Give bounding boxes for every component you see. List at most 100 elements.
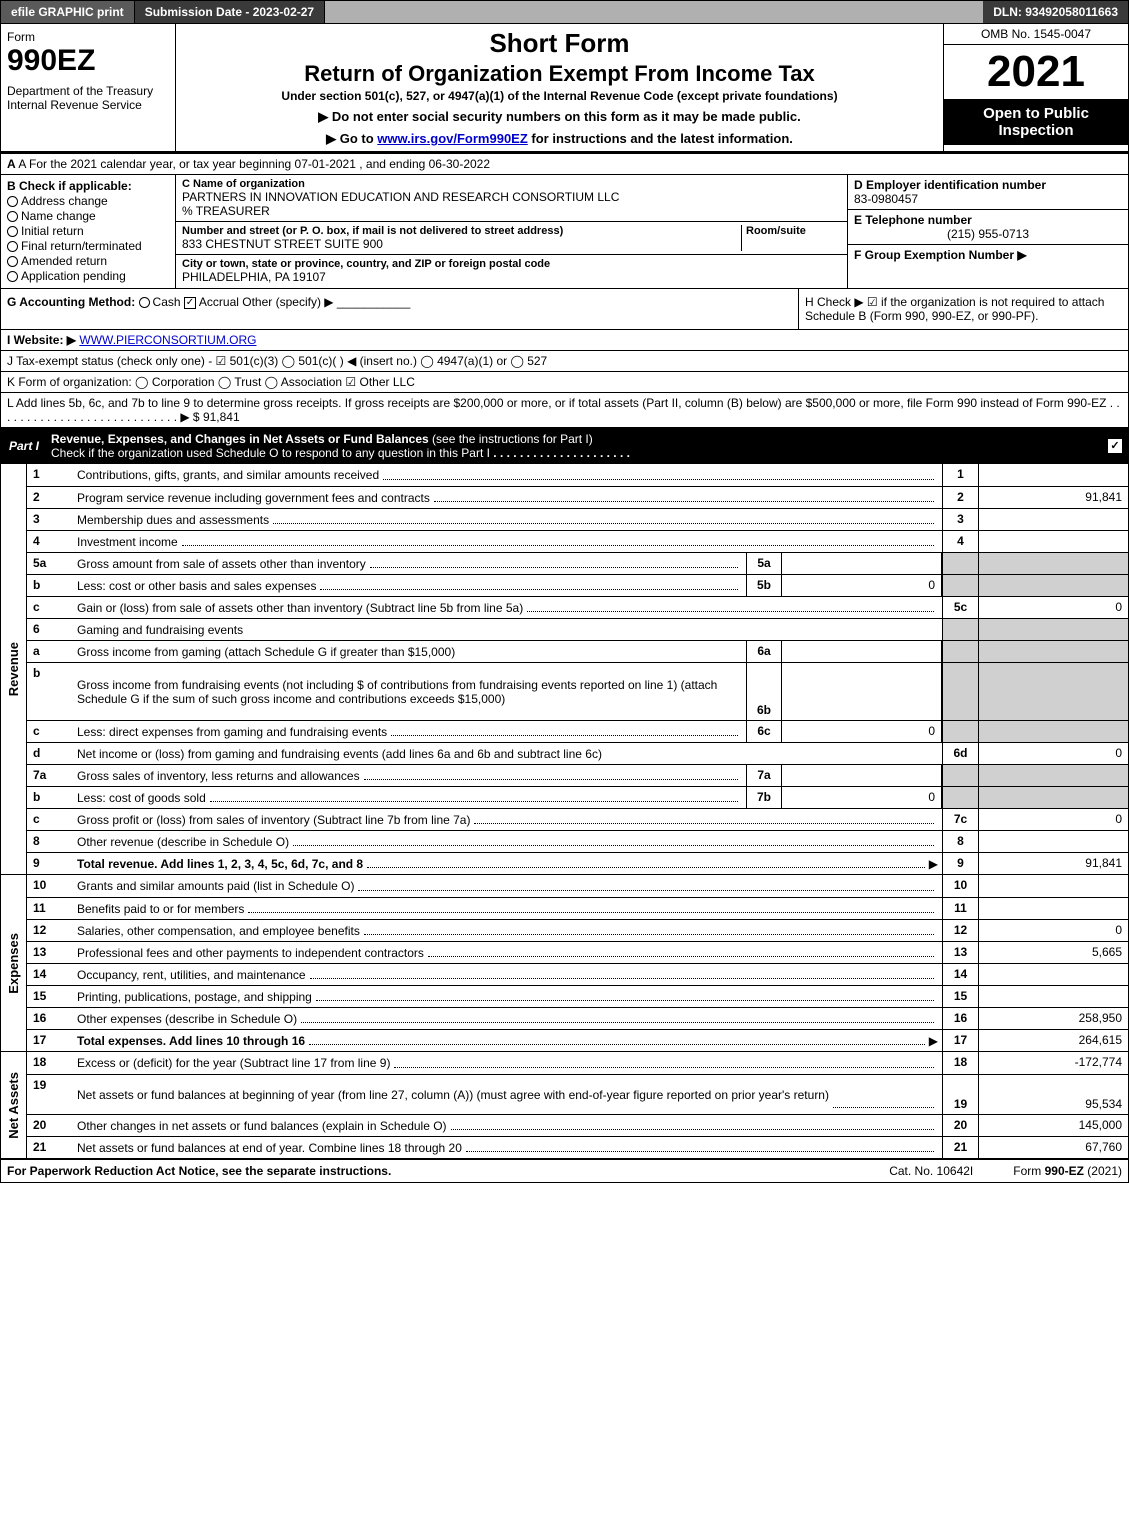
section-b-title: B Check if applicable:	[7, 179, 169, 193]
group-exemption-block: F Group Exemption Number ▶	[848, 245, 1128, 265]
part-1-header: Part I Revenue, Expenses, and Changes in…	[1, 428, 1128, 464]
line-3: 3 Membership dues and assessments 3	[27, 508, 1128, 530]
city-label: City or town, state or province, country…	[182, 258, 841, 270]
line-16: 16 Other expenses (describe in Schedule …	[27, 1007, 1128, 1029]
ein-value: 83-0980457	[854, 192, 1122, 206]
org-name: PARTNERS IN INNOVATION EDUCATION AND RES…	[182, 190, 841, 204]
row-l-gross-receipts: L Add lines 5b, 6c, and 7b to line 9 to …	[1, 393, 1128, 428]
topbar-spacer	[325, 1, 983, 23]
line-19: 19 Net assets or fund balances at beginn…	[27, 1074, 1128, 1114]
g-label: G Accounting Method:	[7, 295, 135, 309]
line-9: 9 Total revenue. Add lines 1, 2, 3, 4, 5…	[27, 852, 1128, 874]
org-care-of: % TREASURER	[182, 204, 841, 218]
form-header: Form 990EZ Department of the Treasury In…	[1, 24, 1128, 154]
chk-amended-return[interactable]: Amended return	[7, 254, 169, 268]
section-bcdef: B Check if applicable: Address change Na…	[1, 175, 1128, 289]
phone-label: E Telephone number	[854, 213, 1122, 227]
line-6c: c Less: direct expenses from gaming and …	[27, 720, 1128, 742]
line-8: 8 Other revenue (describe in Schedule O)…	[27, 830, 1128, 852]
form-container: efile GRAPHIC print Submission Date - 20…	[0, 0, 1129, 1183]
irs-link[interactable]: www.irs.gov/Form990EZ	[377, 131, 528, 146]
net-assets-section: Net Assets 18 Excess or (deficit) for th…	[1, 1052, 1128, 1160]
dln-label: DLN: 93492058011663	[983, 1, 1128, 23]
cat-number: Cat. No. 10642I	[889, 1164, 973, 1178]
line-4: 4 Investment income 4	[27, 530, 1128, 552]
row-a-text: A For the 2021 calendar year, or tax yea…	[18, 157, 490, 171]
phone-block: E Telephone number (215) 955-0713	[848, 210, 1128, 245]
net-assets-side-label: Net Assets	[1, 1052, 27, 1158]
page-footer: For Paperwork Reduction Act Notice, see …	[1, 1160, 1128, 1182]
line-1: 1 Contributions, gifts, grants, and simi…	[27, 464, 1128, 486]
line-10: 10 Grants and similar amounts paid (list…	[27, 875, 1128, 897]
g-other: Other (specify) ▶	[242, 295, 333, 309]
form-subtitle: Under section 501(c), 527, or 4947(a)(1)…	[184, 89, 935, 103]
row-g-accounting: G Accounting Method: Cash Accrual Other …	[1, 289, 798, 329]
ein-label: D Employer identification number	[854, 178, 1122, 192]
line-5c: c Gain or (loss) from sale of assets oth…	[27, 596, 1128, 618]
header-right: OMB No. 1545-0047 2021 Open to Public In…	[943, 24, 1128, 151]
line-12: 12 Salaries, other compensation, and emp…	[27, 919, 1128, 941]
chk-name-change[interactable]: Name change	[7, 209, 169, 223]
line-6b: b Gross income from fundraising events (…	[27, 662, 1128, 720]
row-gh: G Accounting Method: Cash Accrual Other …	[1, 289, 1128, 330]
chk-address-change[interactable]: Address change	[7, 194, 169, 208]
line-18: 18 Excess or (deficit) for the year (Sub…	[27, 1052, 1128, 1074]
line-17: 17 Total expenses. Add lines 10 through …	[27, 1029, 1128, 1051]
expenses-section: Expenses 10 Grants and similar amounts p…	[1, 875, 1128, 1052]
submission-date-button[interactable]: Submission Date - 2023-02-27	[135, 1, 325, 23]
line-2: 2 Program service revenue including gove…	[27, 486, 1128, 508]
efile-print-button[interactable]: efile GRAPHIC print	[1, 1, 135, 23]
section-b: B Check if applicable: Address change Na…	[1, 175, 176, 288]
street-block: Number and street (or P. O. box, if mail…	[176, 222, 847, 255]
goto-note: ▶ Go to www.irs.gov/Form990EZ for instru…	[184, 131, 935, 147]
line-6: 6 Gaming and fundraising events	[27, 618, 1128, 640]
department-label: Department of the Treasury Internal Reve…	[7, 84, 169, 112]
city-block: City or town, state or province, country…	[176, 255, 847, 287]
room-label: Room/suite	[746, 225, 841, 237]
row-h-schedule-b: H Check ▶ ☑ if the organization is not r…	[798, 289, 1128, 329]
g-cash: Cash	[153, 295, 181, 309]
line-15: 15 Printing, publications, postage, and …	[27, 985, 1128, 1007]
ssn-note: ▶ Do not enter social security numbers o…	[184, 109, 935, 125]
line-5b: b Less: cost or other basis and sales ex…	[27, 574, 1128, 596]
part-1-schedule-o-checkbox[interactable]: ✓	[1108, 439, 1122, 453]
form-word: Form	[7, 30, 169, 44]
form-title: Return of Organization Exempt From Incom…	[184, 61, 935, 87]
street-label: Number and street (or P. O. box, if mail…	[182, 225, 741, 237]
org-name-label: C Name of organization	[182, 178, 841, 190]
ein-block: D Employer identification number 83-0980…	[848, 175, 1128, 210]
arrow-icon: ▶	[929, 857, 938, 871]
website-link[interactable]: WWW.PIERCONSORTIUM.ORG	[79, 333, 256, 347]
rad-cash[interactable]	[139, 297, 150, 308]
omb-number: OMB No. 1545-0047	[944, 24, 1128, 45]
line-13: 13 Professional fees and other payments …	[27, 941, 1128, 963]
chk-final-return[interactable]: Final return/terminated	[7, 239, 169, 253]
line-6a: a Gross income from gaming (attach Sched…	[27, 640, 1128, 662]
header-center: Short Form Return of Organization Exempt…	[176, 24, 943, 151]
form-id-footer: Form 990-EZ (2021)	[1013, 1164, 1122, 1178]
line-14: 14 Occupancy, rent, utilities, and maint…	[27, 963, 1128, 985]
section-def: D Employer identification number 83-0980…	[848, 175, 1128, 288]
line-7b: b Less: cost of goods sold 7b 0	[27, 786, 1128, 808]
header-left: Form 990EZ Department of the Treasury In…	[1, 24, 176, 151]
chk-initial-return[interactable]: Initial return	[7, 224, 169, 238]
expenses-lines: 10 Grants and similar amounts paid (list…	[27, 875, 1128, 1051]
chk-application-pending[interactable]: Application pending	[7, 269, 169, 283]
chk-accrual[interactable]	[184, 297, 196, 309]
part-1-check-line: Check if the organization used Schedule …	[51, 446, 490, 460]
topbar: efile GRAPHIC print Submission Date - 20…	[1, 1, 1128, 24]
revenue-side-label: Revenue	[1, 464, 27, 874]
line-21: 21 Net assets or fund balances at end of…	[27, 1136, 1128, 1158]
part-1-paren: (see the instructions for Part I)	[432, 432, 593, 446]
section-c: C Name of organization PARTNERS IN INNOV…	[176, 175, 848, 288]
street-value: 833 CHESTNUT STREET SUITE 900	[182, 237, 741, 251]
line-7c: c Gross profit or (loss) from sales of i…	[27, 808, 1128, 830]
city-value: PHILADELPHIA, PA 19107	[182, 270, 841, 284]
part-1-title: Revenue, Expenses, and Changes in Net As…	[47, 428, 1108, 464]
row-a-tax-year: A A For the 2021 calendar year, or tax y…	[1, 154, 1128, 175]
revenue-lines: 1 Contributions, gifts, grants, and simi…	[27, 464, 1128, 874]
goto-post: for instructions and the latest informat…	[528, 131, 793, 146]
expenses-side-label: Expenses	[1, 875, 27, 1051]
line-6d: d Net income or (loss) from gaming and f…	[27, 742, 1128, 764]
revenue-section: Revenue 1 Contributions, gifts, grants, …	[1, 464, 1128, 875]
